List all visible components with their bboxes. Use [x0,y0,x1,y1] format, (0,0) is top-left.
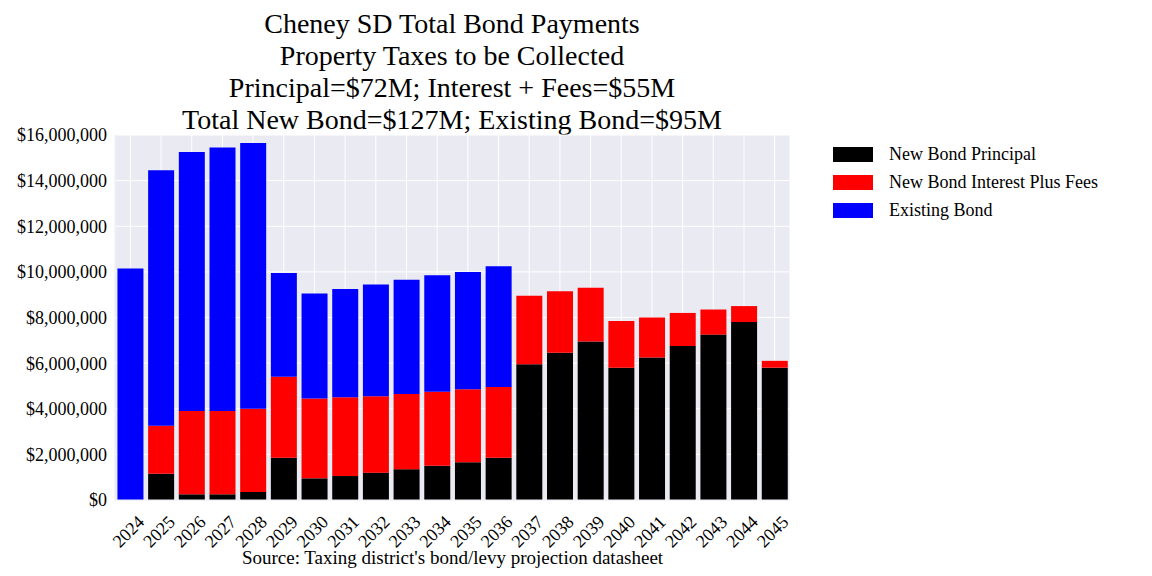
svg-text:2038: 2038 [538,512,578,552]
svg-text:2045: 2045 [753,512,793,552]
svg-text:2034: 2034 [415,512,455,552]
svg-text:2026: 2026 [170,512,210,552]
svg-text:2024: 2024 [109,512,149,552]
svg-text:2039: 2039 [569,512,609,552]
svg-text:$4,000,000: $4,000,000 [26,399,107,419]
svg-text:2035: 2035 [446,512,486,552]
svg-text:$8,000,000: $8,000,000 [26,308,107,328]
svg-text:2027: 2027 [201,512,241,552]
html-text:Principal=$72M; Interest + Fee: Principal=$72M; Interest + Fees=$55M [228,72,676,103]
svg-text:2030: 2030 [293,512,333,552]
svg-text:2041: 2041 [630,512,670,552]
html-text:New Bond Principal: New Bond Principal [889,143,1036,164]
svg-text:$6,000,000: $6,000,000 [26,354,107,374]
svg-text:2042: 2042 [661,512,701,552]
svg-text:$12,000,000: $12,000,000 [17,217,107,237]
svg-text:2033: 2033 [385,512,425,552]
svg-text:2025: 2025 [139,512,179,552]
svg-text:2031: 2031 [323,512,363,552]
html-text:Cheney SD Total Bond Payments: Cheney SD Total Bond Payments [264,8,640,39]
svg-text:2032: 2032 [354,512,394,552]
html-text:Property Taxes to be Collected: Property Taxes to be Collected [279,40,625,71]
svg-text:$10,000,000: $10,000,000 [17,262,107,282]
svg-text:2037: 2037 [507,512,547,552]
html-text:New Bond Interest Plus Fees: New Bond Interest Plus Fees [889,171,1098,192]
svg-text:2044: 2044 [722,512,762,552]
svg-text:$16,000,000: $16,000,000 [17,125,107,145]
svg-text:Source: Taxing district's bond: Source: Taxing district's bond/levy proj… [242,547,664,568]
svg-text:2043: 2043 [692,512,732,552]
html-text:Existing Bond: Existing Bond [889,199,993,220]
html-text:Total New Bond=$127M; Existing: Total New Bond=$127M; Existing Bond=$95M [182,104,722,135]
svg-text:2028: 2028 [231,512,271,552]
svg-text:$14,000,000: $14,000,000 [17,171,107,191]
svg-text:2036: 2036 [477,512,517,552]
svg-text:$0: $0 [89,490,107,510]
svg-text:$2,000,000: $2,000,000 [26,445,107,465]
svg-text:2040: 2040 [600,512,640,552]
svg-text:2029: 2029 [262,512,302,552]
